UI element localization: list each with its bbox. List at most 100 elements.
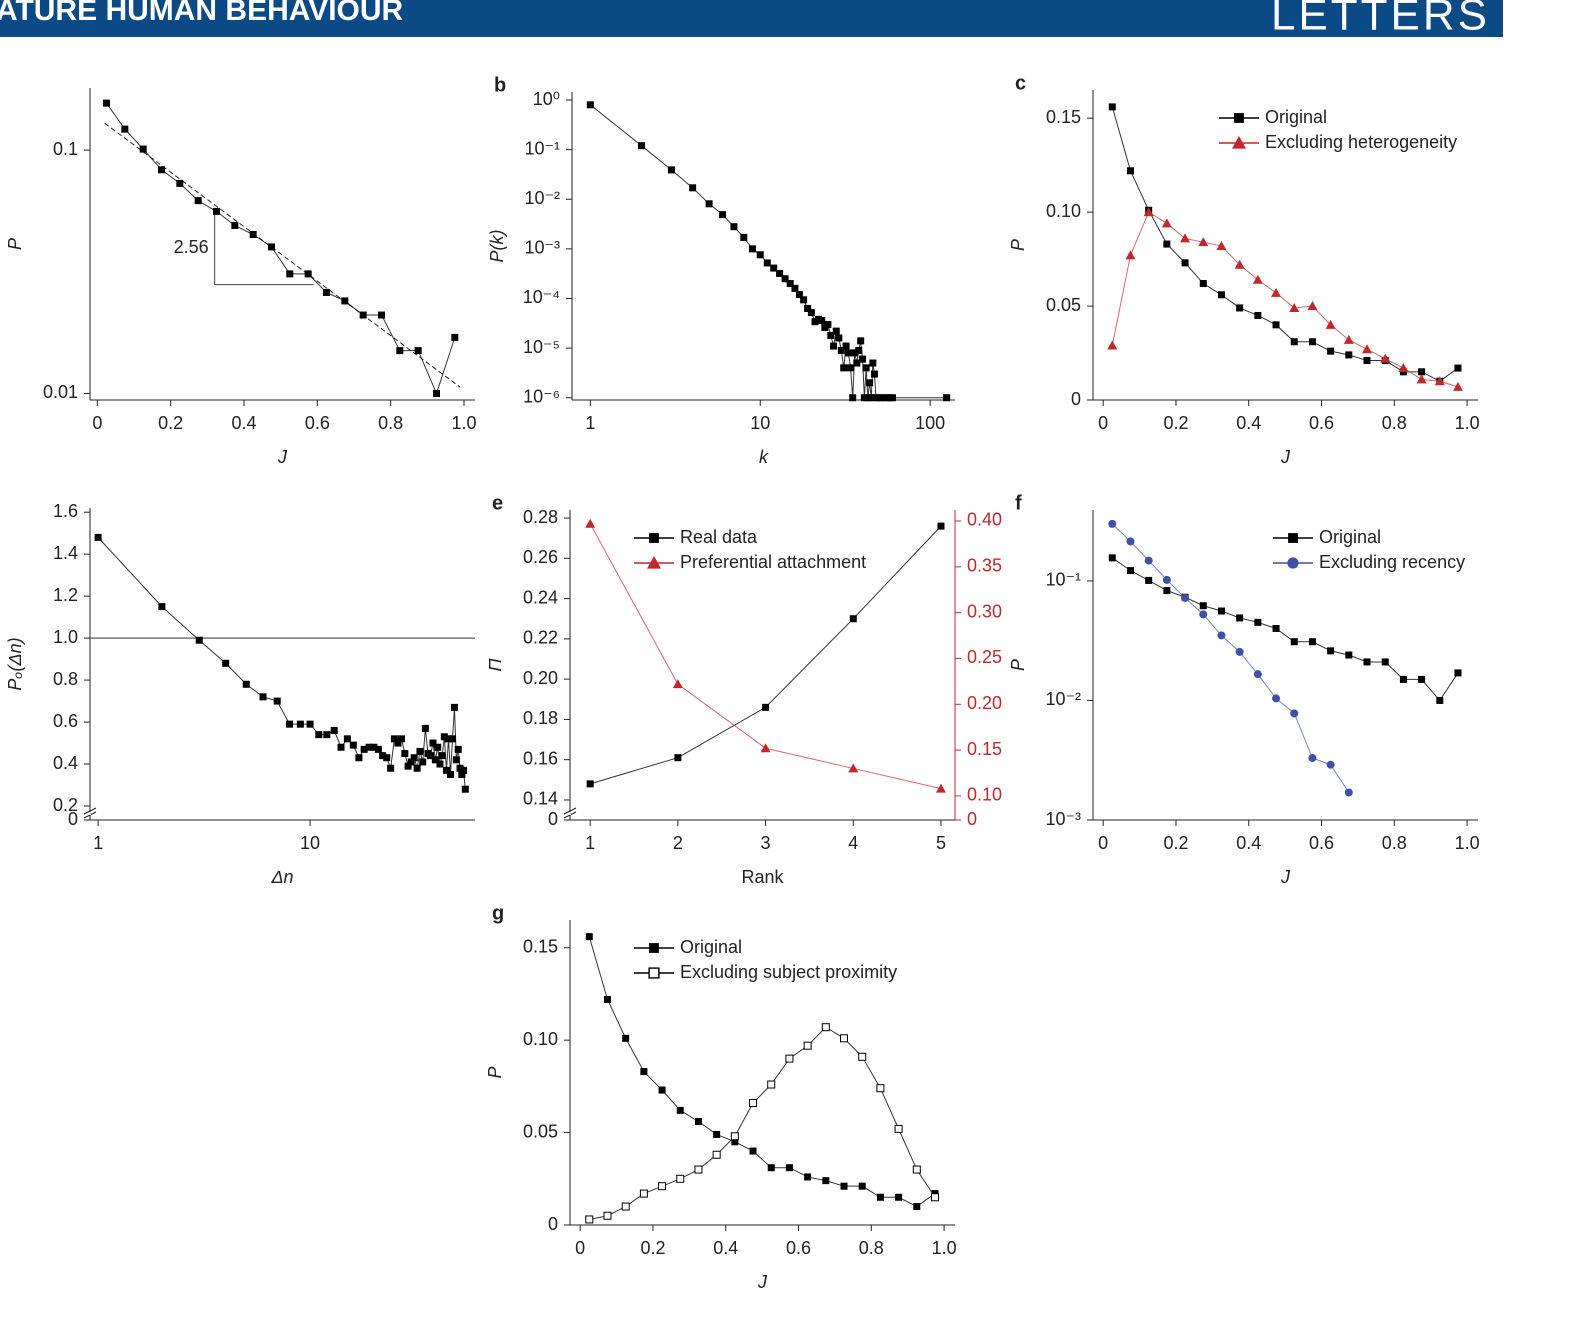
marker bbox=[1416, 374, 1427, 384]
marker bbox=[818, 317, 826, 325]
marker bbox=[365, 743, 373, 751]
y2-tick-label: 0.40 bbox=[967, 510, 1002, 530]
marker bbox=[387, 764, 395, 772]
marker bbox=[840, 1182, 848, 1190]
marker bbox=[676, 1174, 685, 1183]
marker bbox=[1232, 136, 1246, 149]
marker bbox=[1398, 363, 1409, 373]
marker bbox=[888, 394, 896, 402]
marker bbox=[1199, 602, 1207, 610]
y-tick-label: 0.8 bbox=[53, 669, 78, 689]
marker bbox=[1254, 618, 1262, 626]
x-tick-label: 0 bbox=[1098, 413, 1108, 433]
y-tick-label: 0 bbox=[68, 809, 78, 829]
x-axis-label: k bbox=[759, 447, 769, 467]
marker bbox=[1234, 113, 1244, 123]
marker bbox=[895, 1193, 903, 1201]
marker bbox=[1363, 357, 1371, 365]
marker bbox=[824, 320, 832, 328]
marker bbox=[94, 533, 102, 541]
marker bbox=[1343, 334, 1354, 344]
legend-label: Preferential attachment bbox=[680, 552, 866, 572]
x-tick-label: 1.0 bbox=[451, 413, 476, 433]
x-tick-label: 0.4 bbox=[1236, 413, 1261, 433]
marker bbox=[832, 327, 840, 335]
marker bbox=[822, 1177, 830, 1185]
x-tick-label: 5 bbox=[936, 833, 946, 853]
marker bbox=[413, 764, 421, 772]
marker bbox=[876, 1084, 885, 1093]
marker bbox=[349, 741, 357, 749]
x-tick-label: 1.0 bbox=[1455, 413, 1480, 433]
y-tick-label: 10⁻² bbox=[524, 188, 560, 208]
axis-break bbox=[83, 807, 97, 815]
marker bbox=[397, 735, 405, 743]
axis-break bbox=[563, 807, 577, 815]
marker bbox=[1307, 301, 1318, 311]
marker bbox=[1180, 233, 1191, 243]
marker bbox=[800, 296, 808, 304]
y-tick-label: 1.0 bbox=[53, 627, 78, 647]
marker bbox=[853, 359, 861, 367]
marker bbox=[451, 333, 459, 341]
marker bbox=[460, 766, 468, 774]
marker bbox=[731, 1138, 739, 1146]
marker bbox=[416, 747, 424, 755]
marker bbox=[1327, 647, 1335, 655]
panel-label: c bbox=[1015, 72, 1026, 94]
marker bbox=[858, 1182, 866, 1190]
fit-line bbox=[104, 122, 461, 388]
marker bbox=[1418, 675, 1426, 683]
journal-name: ATURE HUMAN BEHAVIOUR bbox=[0, 0, 404, 27]
marker bbox=[1271, 287, 1282, 297]
marker bbox=[860, 394, 868, 402]
panel-label: e bbox=[492, 492, 503, 514]
marker bbox=[359, 311, 367, 319]
marker bbox=[452, 756, 460, 764]
marker bbox=[807, 309, 815, 317]
marker bbox=[158, 603, 166, 611]
y-tick-label: 10⁻⁴ bbox=[523, 287, 560, 307]
marker bbox=[672, 679, 683, 689]
marker bbox=[849, 394, 857, 402]
marker bbox=[1125, 250, 1136, 260]
marker bbox=[1108, 103, 1116, 111]
marker bbox=[1254, 311, 1262, 319]
marker bbox=[1161, 218, 1172, 228]
marker bbox=[827, 331, 835, 339]
marker bbox=[1272, 694, 1281, 703]
y-tick-label: 10⁻³ bbox=[1045, 809, 1081, 829]
y2-tick-label: 0.10 bbox=[967, 785, 1002, 805]
marker bbox=[194, 197, 202, 205]
marker bbox=[458, 771, 466, 779]
marker bbox=[1434, 376, 1445, 386]
marker bbox=[1287, 557, 1299, 569]
marker bbox=[1126, 537, 1135, 546]
x-tick-label: 0.8 bbox=[859, 1238, 884, 1258]
y-axis-label: P(k) bbox=[487, 230, 507, 263]
legend-label: Excluding recency bbox=[1319, 552, 1465, 572]
marker bbox=[712, 1150, 721, 1159]
marker bbox=[749, 1099, 758, 1107]
marker bbox=[658, 1182, 667, 1191]
marker bbox=[649, 533, 659, 543]
marker bbox=[1345, 351, 1353, 359]
marker bbox=[935, 783, 946, 793]
marker bbox=[740, 233, 748, 241]
slope-triangle bbox=[214, 211, 314, 286]
marker bbox=[937, 522, 945, 530]
legend-label: Excluding subject proximity bbox=[680, 962, 897, 982]
marker bbox=[1380, 353, 1391, 363]
series-line bbox=[97, 537, 466, 790]
marker bbox=[1143, 207, 1154, 217]
marker bbox=[694, 1165, 703, 1174]
marker bbox=[355, 754, 363, 762]
x-tick-label: 1 bbox=[585, 833, 595, 853]
marker bbox=[859, 355, 867, 363]
marker bbox=[749, 1147, 757, 1155]
y-tick-label: 0.6 bbox=[53, 711, 78, 731]
x-axis-label: J bbox=[277, 447, 288, 467]
marker bbox=[323, 288, 330, 296]
marker bbox=[1181, 593, 1190, 602]
